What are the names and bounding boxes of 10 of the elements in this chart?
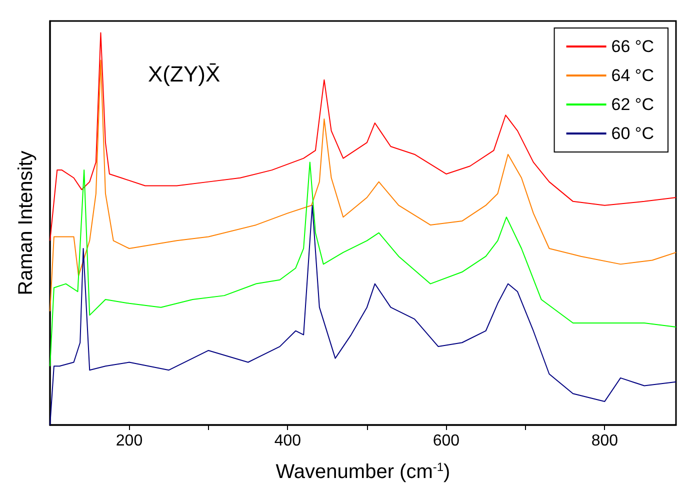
legend-label: 64 °C (611, 66, 654, 85)
x-tick-label: 800 (591, 432, 618, 450)
y-axis-title: Raman Intensity (15, 150, 37, 296)
legend-label: 60 °C (611, 124, 654, 143)
legend-label: 62 °C (611, 95, 654, 114)
legend-label: 66 °C (611, 37, 654, 56)
x-tick-label: 200 (116, 432, 143, 450)
x-tick-label: 400 (274, 432, 302, 450)
x-tick-label: 600 (432, 432, 460, 450)
annotation: X(ZY)X̄ (148, 62, 220, 86)
